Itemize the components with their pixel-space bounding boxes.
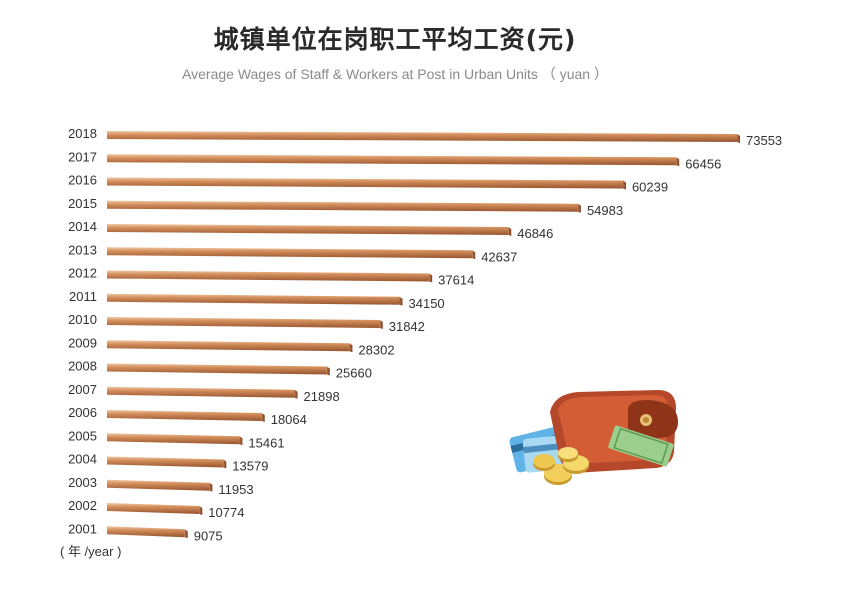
bar-end — [379, 320, 383, 329]
category-label: 2007 — [68, 382, 97, 397]
value-label: 9075 — [194, 528, 223, 543]
value-label: 10774 — [208, 505, 244, 520]
category-label: 2014 — [68, 219, 97, 234]
bar — [107, 526, 185, 538]
category-label: 2008 — [68, 359, 97, 374]
wallet-illustration — [509, 390, 678, 485]
axis-unit-note: ( 年 /year ) — [60, 544, 122, 559]
category-label: 2012 — [68, 266, 97, 281]
bar — [107, 131, 737, 142]
bar — [107, 503, 200, 514]
bar — [107, 293, 400, 305]
value-label: 46846 — [517, 226, 553, 241]
category-label: 2003 — [68, 475, 97, 490]
bar-end — [261, 413, 265, 422]
bar-end — [199, 506, 203, 515]
category-label: 2013 — [68, 242, 97, 257]
value-label: 15461 — [248, 435, 284, 450]
value-label: 66456 — [685, 156, 721, 171]
chart-title: 城镇单位在岗职工平均工资(元) — [213, 25, 577, 54]
category-label: 2002 — [68, 498, 97, 513]
category-label: 2009 — [68, 335, 97, 350]
bar-end — [577, 203, 581, 213]
bar — [107, 433, 240, 445]
bar — [107, 363, 327, 375]
bar-end — [508, 227, 512, 236]
bar-end — [399, 296, 403, 306]
bar-end — [294, 389, 298, 399]
chart-subtitle: Average Wages of Staff & Workers at Post… — [182, 66, 608, 82]
bar — [107, 224, 509, 235]
bar — [107, 386, 295, 398]
category-label: 2017 — [68, 149, 97, 164]
category-label: 2004 — [68, 452, 97, 467]
category-label: 2011 — [69, 289, 97, 304]
value-label: 25660 — [336, 366, 372, 381]
value-label: 73553 — [746, 133, 782, 148]
category-label: 2015 — [68, 196, 97, 211]
bar — [107, 270, 430, 282]
bar — [107, 317, 380, 328]
bar-end — [209, 482, 213, 492]
bar — [107, 177, 623, 189]
value-label: 60239 — [632, 180, 668, 195]
value-label: 13579 — [232, 459, 268, 474]
category-label: 2016 — [68, 173, 97, 188]
bar — [107, 340, 350, 352]
banknote-icon — [608, 425, 674, 467]
value-label: 34150 — [409, 296, 445, 311]
bar — [107, 410, 262, 421]
value-label: 37614 — [438, 273, 474, 288]
bar-end — [184, 529, 188, 539]
value-label: 11953 — [218, 482, 253, 497]
bar-end — [326, 366, 330, 376]
bar-end — [349, 343, 353, 353]
bar-end — [472, 250, 476, 260]
bar — [107, 200, 578, 212]
bar — [107, 456, 224, 468]
bar-end — [239, 436, 243, 446]
bar-end — [223, 459, 227, 469]
category-label: 2018 — [68, 126, 97, 141]
coins-icon — [533, 447, 589, 485]
value-label: 18064 — [271, 412, 307, 427]
bar-end — [622, 180, 626, 190]
value-label: 54983 — [587, 203, 623, 218]
bar-end — [676, 157, 680, 167]
bar — [107, 154, 677, 166]
bar — [107, 479, 210, 491]
value-label: 28302 — [358, 342, 394, 357]
category-label: 2005 — [68, 428, 97, 443]
bar-end — [737, 134, 740, 143]
value-label: 21898 — [304, 389, 340, 404]
category-label: 2001 — [68, 521, 97, 536]
category-label: 2006 — [68, 405, 97, 420]
category-label: 2010 — [68, 312, 97, 327]
bar — [107, 247, 473, 259]
bar-end — [429, 273, 433, 283]
value-label: 31842 — [389, 319, 425, 334]
value-label: 42637 — [481, 249, 517, 264]
